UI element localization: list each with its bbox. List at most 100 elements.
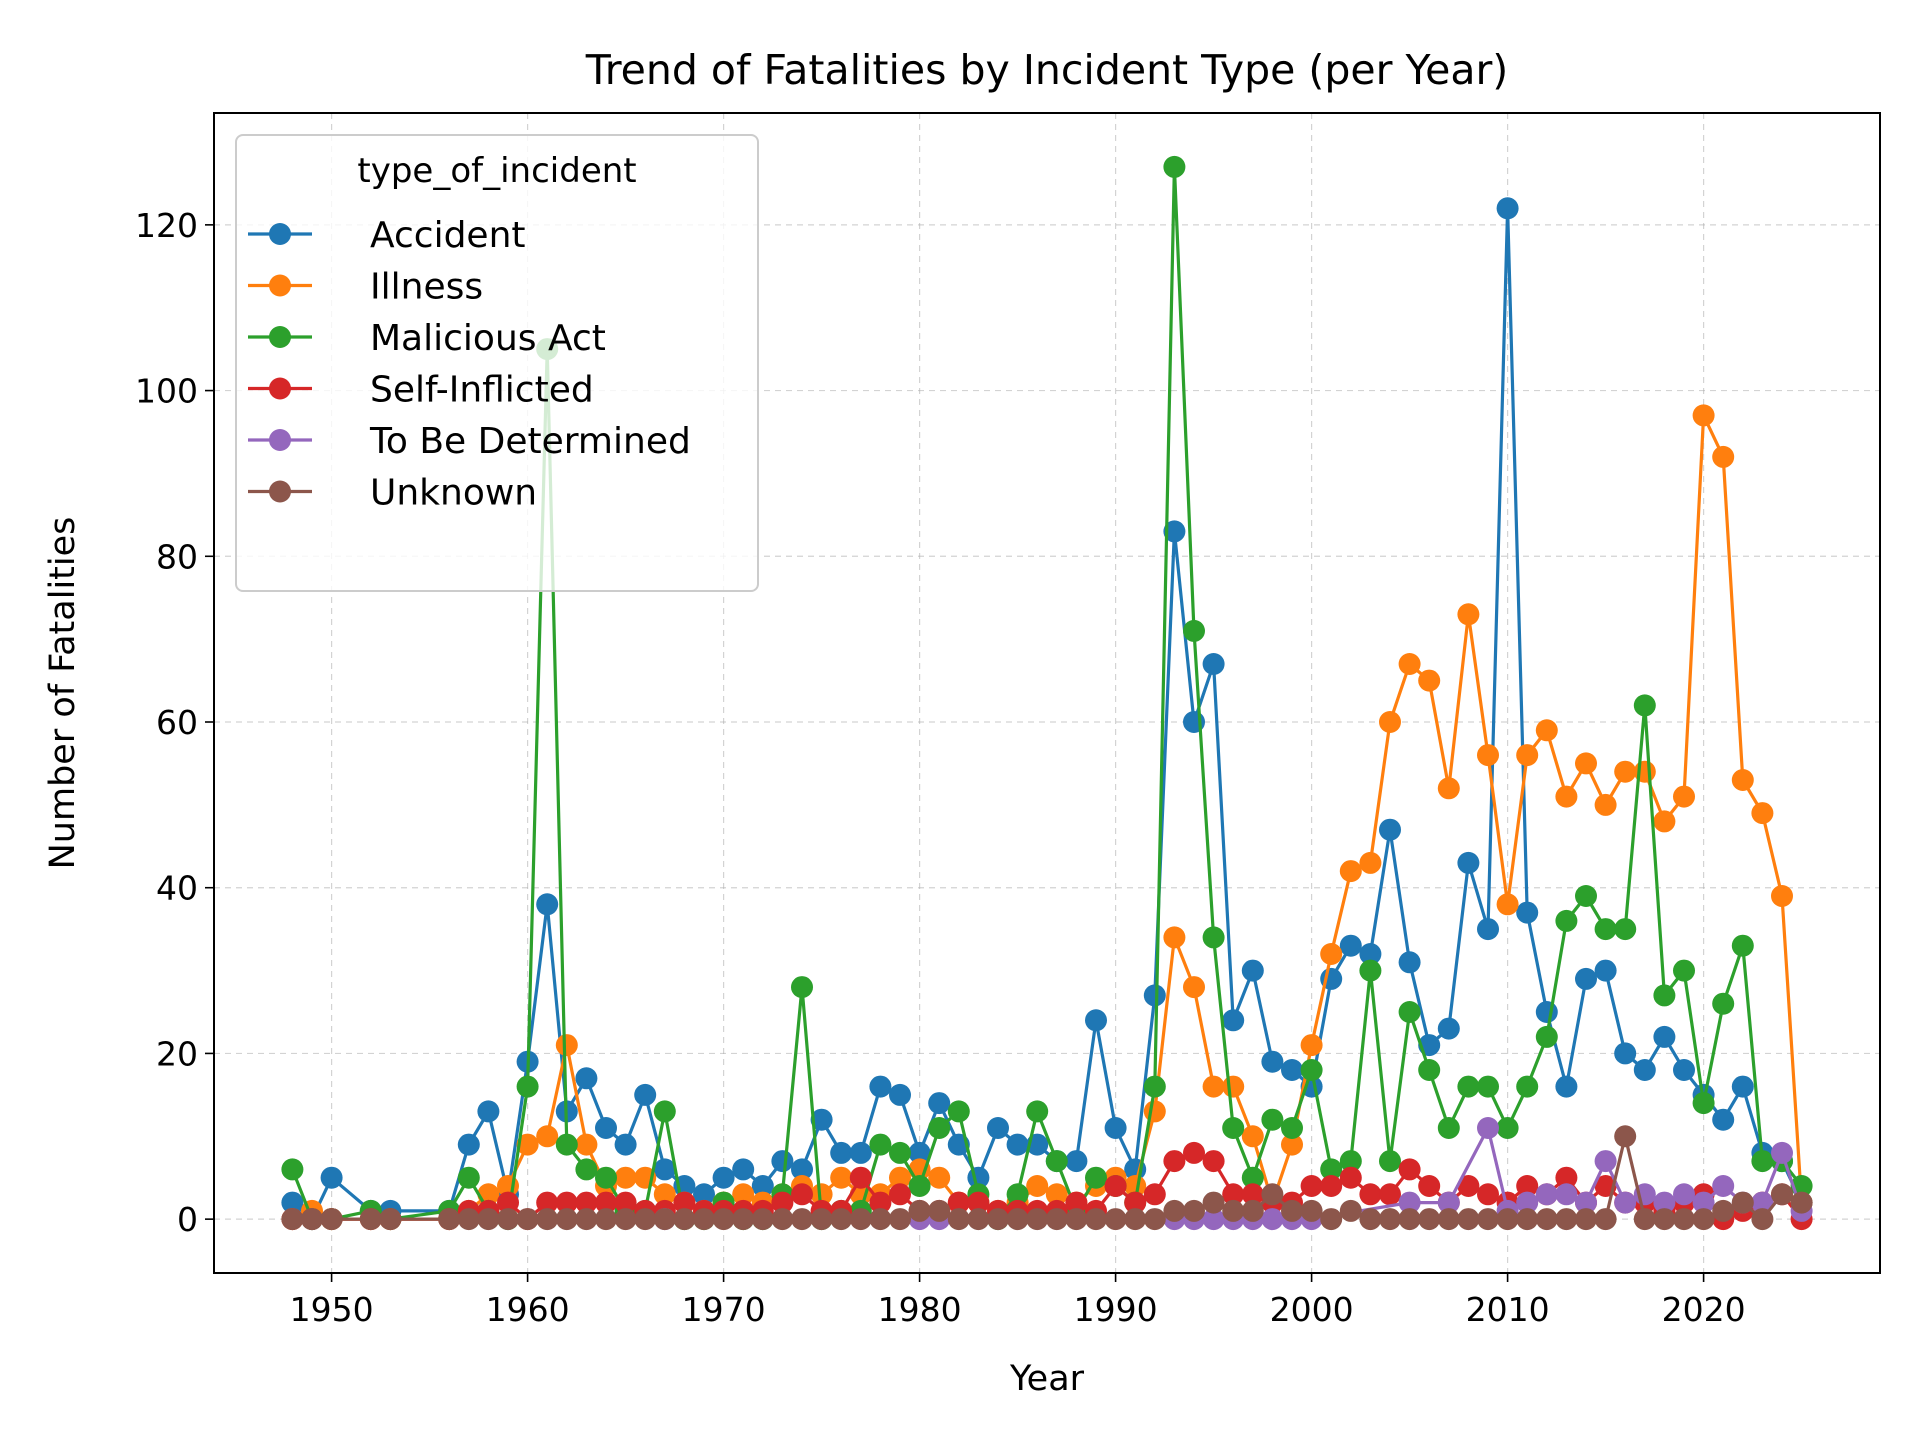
data-point-self-inflicted <box>673 1191 696 1214</box>
data-point-self-inflicted <box>1398 1158 1421 1181</box>
data-point-unknown <box>1790 1191 1813 1214</box>
data-point-unknown <box>477 1208 500 1231</box>
data-point-unknown <box>1026 1208 1049 1231</box>
data-point-illness <box>1202 1075 1225 1098</box>
data-point-unknown <box>830 1208 853 1231</box>
data-point-malicious-act <box>1653 984 1676 1007</box>
data-point-illness <box>614 1166 637 1189</box>
data-point-malicious-act <box>1692 1092 1715 1115</box>
data-point-unknown <box>1085 1208 1107 1231</box>
data-point-malicious-act <box>908 1175 931 1197</box>
data-point-accident <box>1222 1009 1245 1032</box>
data-point-unknown <box>1143 1208 1166 1231</box>
data-point-illness <box>1457 603 1480 626</box>
data-point-malicious-act <box>1751 1150 1774 1173</box>
legend-marker <box>269 480 291 503</box>
legend-item-self-inflicted: Self-Inflicted <box>248 370 594 411</box>
data-point-self-inflicted <box>791 1183 813 1206</box>
data-point-accident <box>1104 1117 1127 1139</box>
data-point-unknown <box>987 1208 1009 1231</box>
data-point-malicious-act <box>869 1133 892 1156</box>
data-point-accident <box>810 1108 833 1131</box>
data-point-illness <box>1045 1183 1068 1206</box>
data-point-illness <box>1183 976 1205 999</box>
data-point-illness <box>1026 1175 1049 1197</box>
data-point-accident <box>1065 1150 1088 1173</box>
legend-item-illness: Illness <box>248 267 483 308</box>
data-point-unknown <box>457 1208 480 1231</box>
y-tick-label: 100 <box>135 372 198 411</box>
y-tick-label: 60 <box>156 703 198 742</box>
data-point-malicious-act <box>1457 1075 1480 1098</box>
data-point-unknown <box>849 1208 872 1231</box>
data-point-accident <box>477 1100 500 1123</box>
data-point-malicious-act <box>1143 1075 1166 1098</box>
data-point-self-inflicted <box>1300 1175 1323 1197</box>
data-point-self-inflicted <box>1339 1166 1362 1189</box>
data-point-accident <box>1359 943 1382 965</box>
data-point-self-inflicted <box>1379 1183 1401 1206</box>
legend-label: To Be Determined <box>369 421 691 462</box>
data-point-unknown <box>1771 1183 1793 1206</box>
data-point-accident <box>889 1083 911 1106</box>
data-point-malicious-act <box>1496 1117 1519 1139</box>
x-tick-label: 2000 <box>1270 1290 1354 1329</box>
data-point-unknown <box>1241 1199 1264 1222</box>
data-point-unknown <box>1516 1208 1539 1231</box>
data-point-unknown <box>1339 1199 1362 1222</box>
data-point-malicious-act <box>928 1117 951 1139</box>
data-point-unknown <box>908 1199 931 1222</box>
data-point-accident <box>457 1133 480 1156</box>
data-point-illness <box>1339 860 1362 883</box>
data-point-malicious-act <box>1300 1059 1323 1081</box>
data-point-malicious-act <box>1281 1117 1303 1139</box>
data-point-self-inflicted <box>536 1191 559 1214</box>
data-point-accident <box>1437 1017 1460 1040</box>
x-tick-label: 1960 <box>486 1290 570 1329</box>
data-point-unknown <box>1261 1183 1284 1206</box>
data-point-unknown <box>1692 1208 1715 1231</box>
legend-item-accident: Accident <box>248 215 526 256</box>
data-point-unknown <box>1300 1199 1323 1222</box>
data-point-accident <box>1006 1133 1029 1156</box>
data-point-accident <box>1614 1042 1637 1065</box>
data-point-unknown <box>967 1208 990 1231</box>
y-axis: 0 20 40 60 80 100 120 <box>135 206 214 1239</box>
data-point-unknown <box>320 1208 343 1231</box>
data-point-to-be-determined <box>1437 1191 1460 1214</box>
data-point-illness <box>1241 1125 1264 1148</box>
data-point-accident <box>1673 1059 1695 1081</box>
data-point-accident <box>1202 653 1225 675</box>
x-tick-label: 1970 <box>682 1290 766 1329</box>
legend-box <box>235 134 759 592</box>
data-point-unknown <box>1222 1199 1245 1222</box>
data-point-malicious-act <box>575 1158 598 1181</box>
data-point-accident <box>1339 934 1362 957</box>
data-point-to-be-determined <box>1261 1208 1284 1231</box>
data-point-unknown <box>1163 1199 1186 1222</box>
x-tick-label: 2010 <box>1466 1290 1550 1329</box>
data-point-unknown <box>359 1208 382 1231</box>
data-point-self-inflicted <box>1555 1166 1578 1189</box>
data-point-to-be-determined <box>1653 1191 1676 1214</box>
data-point-self-inflicted <box>575 1191 598 1214</box>
data-point-to-be-determined <box>1516 1191 1539 1214</box>
legend: type_of_incident Accident Illness Maliciou… <box>235 134 759 592</box>
data-point-to-be-determined <box>1202 1208 1225 1231</box>
data-point-self-inflicted <box>771 1191 794 1214</box>
data-point-accident <box>595 1117 617 1139</box>
data-point-accident <box>987 1117 1009 1139</box>
data-point-malicious-act <box>1202 926 1225 949</box>
data-point-illness <box>536 1125 559 1148</box>
data-point-accident <box>1163 520 1186 543</box>
data-point-unknown <box>1457 1208 1480 1231</box>
data-point-malicious-act <box>1731 934 1754 957</box>
legend-marker <box>269 326 291 348</box>
data-point-illness <box>1673 785 1695 808</box>
data-point-self-inflicted <box>869 1191 892 1214</box>
data-point-accident <box>869 1075 892 1098</box>
data-point-unknown <box>536 1208 559 1231</box>
data-point-accident <box>771 1150 794 1173</box>
data-point-malicious-act <box>1418 1059 1441 1081</box>
data-point-illness <box>1143 1100 1166 1123</box>
